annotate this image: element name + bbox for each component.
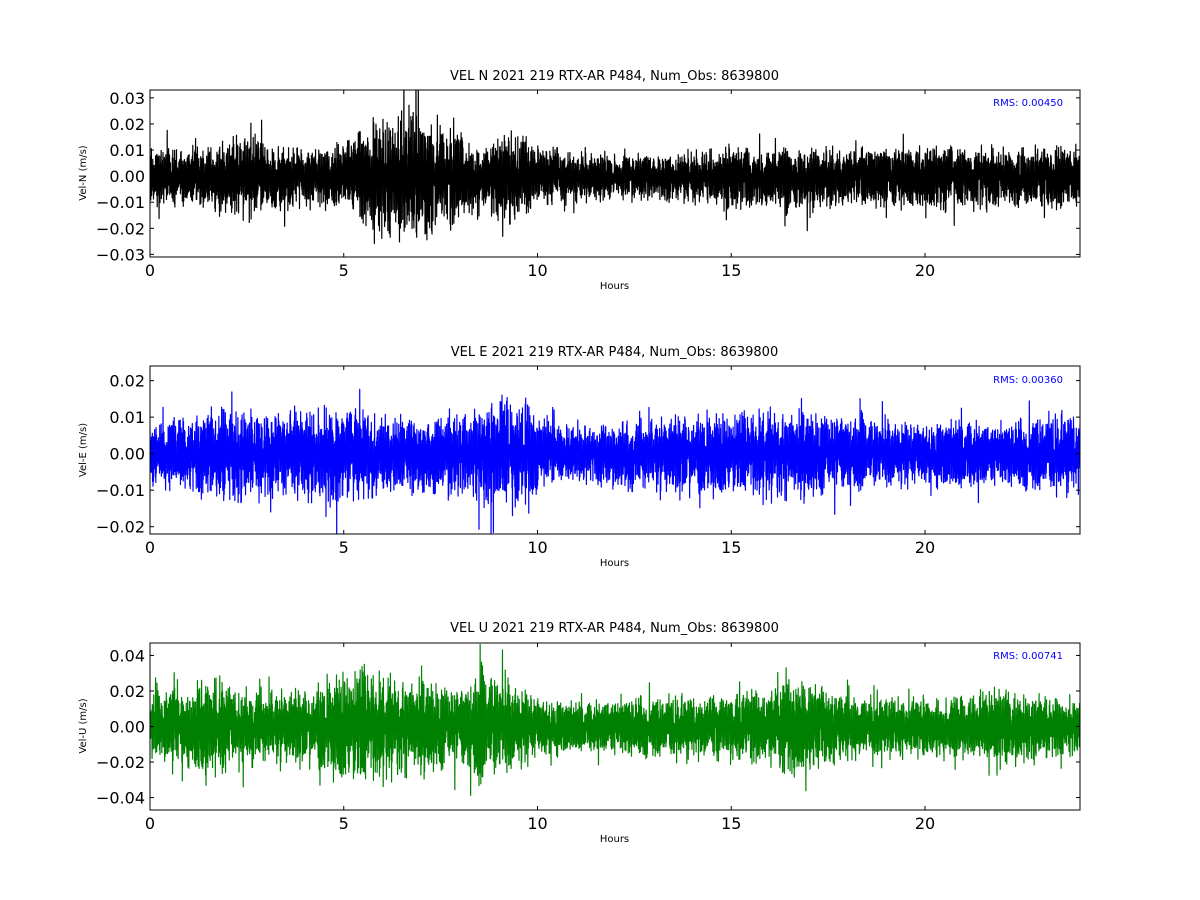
x-tick-label: 15 — [721, 538, 741, 557]
y-tick-label: 0.02 — [109, 372, 145, 391]
x-tick-label: 5 — [339, 261, 349, 280]
y-tick-label: 0.01 — [109, 141, 145, 160]
rms-annotation: RMS: 0.00360 — [993, 375, 1063, 386]
y-axis-label: Vel-U (m/s) — [78, 698, 89, 753]
y-tick-label: 0.03 — [109, 89, 145, 108]
y-axis-label: Vel-E (m/s) — [78, 423, 89, 477]
x-ticks: 0 5 10 15 20 — [145, 366, 935, 557]
panel-title: VEL E 2021 219 RTX-AR P484, Num_Obs: 863… — [451, 345, 778, 360]
y-tick-label: 0.04 — [109, 646, 145, 665]
y-tick-label: 0.00 — [109, 445, 145, 464]
y-tick-label: −0.02 — [96, 753, 145, 772]
y-tick-label: 0.01 — [109, 408, 145, 427]
x-tick-label: 0 — [145, 814, 155, 833]
x-tick-label: 15 — [721, 814, 741, 833]
y-tick-label: 0.00 — [109, 718, 145, 737]
x-axis-label: Hours — [600, 558, 629, 569]
panel-title: VEL U 2021 219 RTX-AR P484, Num_Obs: 863… — [450, 621, 779, 636]
y-tick-label: 0.02 — [109, 682, 145, 701]
y-tick-label: −0.03 — [96, 245, 145, 264]
x-ticks: 0 5 10 15 20 — [145, 90, 935, 280]
y-ticks: −0.03 −0.02 −0.01 0.00 0.01 0.02 0.03 — [96, 89, 1080, 264]
series-line — [150, 643, 1080, 796]
plot-frame — [149, 365, 1081, 535]
rms-annotation: RMS: 0.00741 — [993, 651, 1063, 662]
series-clip — [150, 90, 1080, 245]
panel-vel-e: VEL E 2021 219 RTX-AR P484, Num_Obs: 863… — [78, 345, 1081, 569]
x-tick-label: 5 — [339, 538, 349, 557]
x-tick-label: 10 — [527, 814, 547, 833]
x-tick-label: 20 — [915, 814, 935, 833]
y-tick-label: −0.02 — [96, 518, 145, 537]
rms-annotation: RMS: 0.00450 — [993, 98, 1063, 109]
x-tick-label: 0 — [145, 261, 155, 280]
x-axis-label: Hours — [600, 834, 629, 845]
y-ticks: −0.04 −0.02 0.00 0.02 0.04 — [96, 646, 1080, 808]
panel-vel-n: VEL N 2021 219 RTX-AR P484, Num_Obs: 863… — [78, 69, 1081, 292]
plot-frame — [149, 89, 1081, 258]
panel-vel-u: VEL U 2021 219 RTX-AR P484, Num_Obs: 863… — [78, 621, 1081, 845]
x-axis-label: Hours — [600, 281, 629, 292]
x-ticks: 0 5 10 15 20 — [145, 643, 935, 833]
y-tick-label: −0.04 — [96, 789, 145, 808]
series-line — [150, 388, 1080, 534]
x-tick-label: 10 — [527, 261, 547, 280]
x-tick-label: 15 — [721, 261, 741, 280]
series-clip — [150, 388, 1080, 534]
series-line — [150, 90, 1080, 245]
y-tick-label: −0.01 — [96, 481, 145, 500]
x-tick-label: 20 — [915, 261, 935, 280]
y-ticks: −0.02 −0.01 0.00 0.01 0.02 — [96, 372, 1080, 537]
y-tick-label: 0.02 — [109, 115, 145, 134]
x-tick-label: 20 — [915, 538, 935, 557]
x-tick-label: 5 — [339, 814, 349, 833]
x-tick-label: 10 — [527, 538, 547, 557]
y-tick-label: 0.00 — [109, 167, 145, 186]
y-axis-label: Vel-N (m/s) — [78, 145, 89, 200]
panel-title: VEL N 2021 219 RTX-AR P484, Num_Obs: 863… — [450, 69, 779, 84]
y-tick-label: −0.02 — [96, 219, 145, 238]
x-tick-label: 0 — [145, 538, 155, 557]
y-tick-label: −0.01 — [96, 193, 145, 212]
series-clip — [150, 643, 1080, 796]
